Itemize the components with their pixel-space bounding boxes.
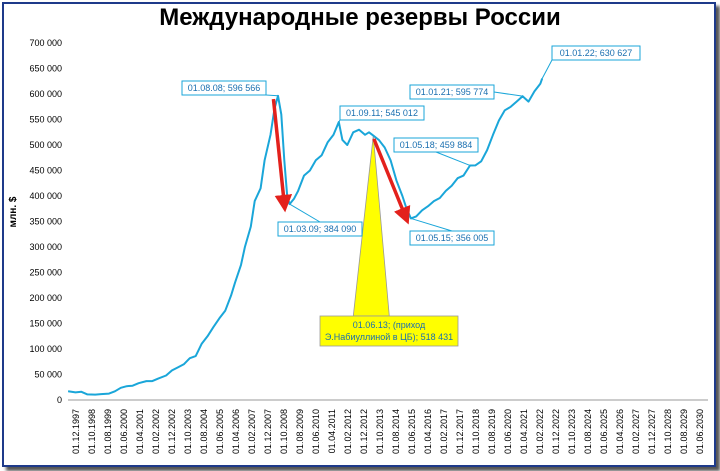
- callout-leader: [289, 203, 321, 223]
- x-tick-label: 01.04.2001: [135, 409, 145, 454]
- x-tick-label: 01.08.2029: [679, 409, 689, 454]
- x-tick-label: 01.04.2016: [423, 409, 433, 454]
- callout-leader: [541, 59, 553, 79]
- x-tick-label: 01.10.2023: [567, 409, 577, 454]
- highlight-callout-group: 01.06.13; (приход Э.Набиуллиной в ЦБ); 51…: [319, 135, 459, 347]
- callout-box: [181, 80, 267, 96]
- callout-leader: [265, 94, 279, 97]
- callout-label: 01.08.08; 596 566: [188, 83, 261, 93]
- callout-leader: [435, 151, 471, 166]
- callout-label: 01.03.09; 384 090: [284, 224, 357, 234]
- x-tick-label: 01.06.2000: [119, 409, 129, 454]
- x-tick-label: 01.10.2018: [471, 409, 481, 454]
- y-tick-label: 700 000: [29, 38, 62, 48]
- callout-box: [409, 84, 495, 100]
- x-tick-label: 01.12.2012: [359, 409, 369, 454]
- trend-arrow-2014: [372, 138, 411, 225]
- x-tick-label: 01.04.2006: [231, 409, 241, 454]
- x-tick-label: 01.10.2003: [183, 409, 193, 454]
- x-tick-label: 01.04.2026: [615, 409, 625, 454]
- x-tick-label: 01.02.2027: [631, 409, 641, 454]
- x-tick-label: 01.06.2025: [599, 409, 609, 454]
- x-tick-label: 01.06.2015: [407, 409, 417, 454]
- x-tick-label: 01.02.2022: [535, 409, 545, 454]
- callout-label: 01.01.22; 630 627: [560, 48, 633, 58]
- y-tick-label: 150 000: [29, 319, 62, 329]
- x-tick-label: 01.12.2017: [455, 409, 465, 454]
- callout-label: 01.05.15; 356 005: [416, 233, 489, 243]
- chart-title: Международные резервы России: [159, 4, 561, 31]
- y-tick-label: 250 000: [29, 268, 62, 278]
- y-tick-label: 450 000: [29, 166, 62, 176]
- y-tick-label: 50 000: [34, 370, 62, 380]
- x-tick-label: 01.12.2007: [263, 409, 273, 454]
- chart-axes: 0 50 000 100 000 150 000 200 000 250 000 300 0…: [29, 38, 708, 454]
- y-tick-label: 300 000: [29, 242, 62, 252]
- y-tick-label: 650 000: [29, 64, 62, 74]
- x-tick-label: 01.06.2030: [695, 409, 705, 454]
- highlight-callout-line2: Э.Набиуллиной в ЦБ); 518 431: [325, 332, 453, 342]
- x-tick-label: 01.08.2004: [199, 409, 209, 454]
- highlight-callout-line1: 01.06.13; (приход: [353, 320, 426, 330]
- y-tick-label: 500 000: [29, 140, 62, 150]
- x-tick-label: 01.08.2024: [583, 409, 593, 454]
- x-tick-label: 01.12.2022: [551, 409, 561, 454]
- callout-leader: [410, 217, 453, 232]
- trend-arrow-2008: [271, 98, 293, 213]
- x-tick-label: 01.06.2010: [311, 409, 321, 454]
- x-tick-label: 01.06.2020: [503, 409, 513, 454]
- y-tick-label: 0: [57, 395, 62, 405]
- x-tick-label: 01.04.2021: [519, 409, 529, 454]
- y-tick-label: 200 000: [29, 293, 62, 303]
- x-tick-label: 01.08.2019: [487, 409, 497, 454]
- trend-arrows: [271, 98, 411, 225]
- x-tick-label: 01.10.2028: [663, 409, 673, 454]
- highlight-callout-box: [319, 315, 459, 347]
- callout-leader: [493, 91, 523, 97]
- callout-box: [393, 137, 479, 153]
- x-tick-label: 01.02.2017: [439, 409, 449, 454]
- callouts-layer: 01.08.08; 596 566 01.03.09; 384 090 01.09.…: [181, 45, 641, 246]
- series-layer: [67, 78, 544, 396]
- x-tick-label: 01.04.2011: [327, 409, 337, 453]
- x-tick-label: 01.02.2007: [247, 409, 257, 454]
- callout-label: 01.05.18; 459 884: [400, 140, 473, 150]
- x-tick-label: 01.10.2008: [279, 409, 289, 454]
- x-tick-label: 01.08.1999: [103, 409, 113, 454]
- x-tick-label: 01.10.1998: [87, 409, 97, 454]
- y-tick-label: 550 000: [29, 115, 62, 125]
- x-tick-label: 01.12.1997: [71, 409, 81, 454]
- reserves-series-line: [67, 78, 544, 396]
- y-tick-label: 600 000: [29, 89, 62, 99]
- callout-box: [277, 221, 363, 237]
- callout-label: 01.09.11; 545 012: [346, 108, 418, 118]
- y-tick-label: 100 000: [29, 344, 62, 354]
- x-tick-label: 01.06.2005: [215, 409, 225, 454]
- x-tick-label: 01.08.2009: [295, 409, 305, 454]
- callout-label: 01.01.21; 595 774: [416, 87, 489, 97]
- x-tick-label: 01.12.2027: [647, 409, 657, 454]
- callout-box: [551, 45, 641, 61]
- callout-box: [339, 105, 425, 121]
- x-tick-label: 01.02.2012: [343, 409, 353, 454]
- y-tick-label: 350 000: [29, 217, 62, 227]
- x-tick-label: 01.08.2014: [391, 409, 401, 454]
- callout-box: [409, 230, 495, 246]
- y-axis-label: млн. $: [8, 196, 19, 227]
- x-tick-label: 01.10.2013: [375, 409, 385, 454]
- x-tick-label: 01.12.2002: [167, 409, 177, 454]
- y-tick-label: 400 000: [29, 191, 62, 201]
- x-tick-label: 01.02.2002: [151, 409, 161, 454]
